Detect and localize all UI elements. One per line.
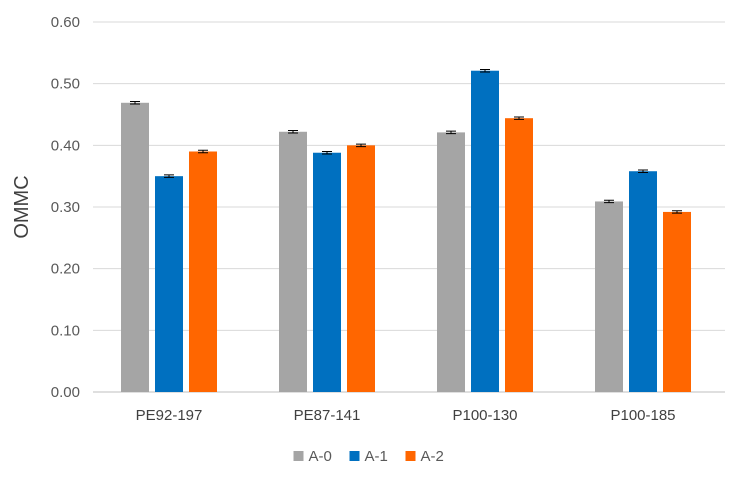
bar-a-1-p100-130 — [471, 70, 499, 392]
x-category-label: P100-185 — [610, 407, 675, 424]
y-tick-label: 0.00 — [51, 384, 80, 401]
bar-a-2-pe87-141 — [347, 145, 375, 392]
bar-a-2-p100-185 — [663, 211, 691, 392]
legend-swatch-a-0 — [293, 451, 304, 461]
bar-a-1-pe87-141 — [313, 152, 341, 392]
bar-a-0-p100-185 — [595, 201, 623, 392]
bar-a-1-pe92-197 — [155, 176, 183, 392]
legend-swatch-a-1 — [349, 451, 360, 461]
bar-a-0-pe87-141 — [279, 131, 307, 392]
y-tick-label: 0.40 — [51, 137, 80, 154]
legend-label: A-1 — [365, 448, 388, 465]
error-bar — [604, 199, 614, 204]
legend: A-0 A-1 A-2 — [293, 448, 444, 465]
y-axis-title: OMMC — [11, 175, 33, 238]
y-tick-label: 0.30 — [51, 199, 80, 216]
y-tick-label: 0.50 — [51, 76, 80, 93]
error-bar — [130, 101, 140, 105]
error-bar — [638, 169, 648, 173]
x-category-label: PE92-197 — [136, 407, 203, 424]
error-bar — [446, 130, 456, 135]
y-axis-ticks: 0.00 0.10 0.20 0.30 0.40 0.50 0.60 — [51, 14, 80, 401]
bar-a-2-pe92-197 — [189, 151, 217, 392]
y-tick-label: 0.20 — [51, 261, 80, 278]
y-tick-label: 0.60 — [51, 14, 80, 31]
legend-label: A-0 — [309, 448, 332, 465]
error-bar — [480, 68, 490, 73]
bar-a-1-p100-185 — [629, 171, 657, 392]
legend-swatch-a-2 — [405, 451, 416, 461]
x-category-label: P100-130 — [452, 407, 517, 424]
error-bar — [322, 151, 332, 155]
legend-label: A-2 — [421, 448, 444, 465]
error-bar — [164, 174, 174, 178]
x-category-label: PE87-141 — [294, 407, 361, 424]
error-bar — [356, 143, 366, 148]
x-axis-labels: PE92-197 PE87-141 P100-130 P100-185 — [136, 407, 676, 424]
error-bar — [198, 149, 208, 154]
bar-a-2-p100-130 — [505, 118, 533, 392]
bar-a-0-p100-130 — [437, 132, 465, 392]
y-tick-label: 0.10 — [51, 322, 80, 339]
bars — [121, 68, 691, 393]
error-bar — [672, 210, 682, 214]
bar-a-0-pe92-197 — [121, 102, 149, 393]
error-bar — [514, 116, 524, 120]
error-bar — [288, 130, 298, 134]
